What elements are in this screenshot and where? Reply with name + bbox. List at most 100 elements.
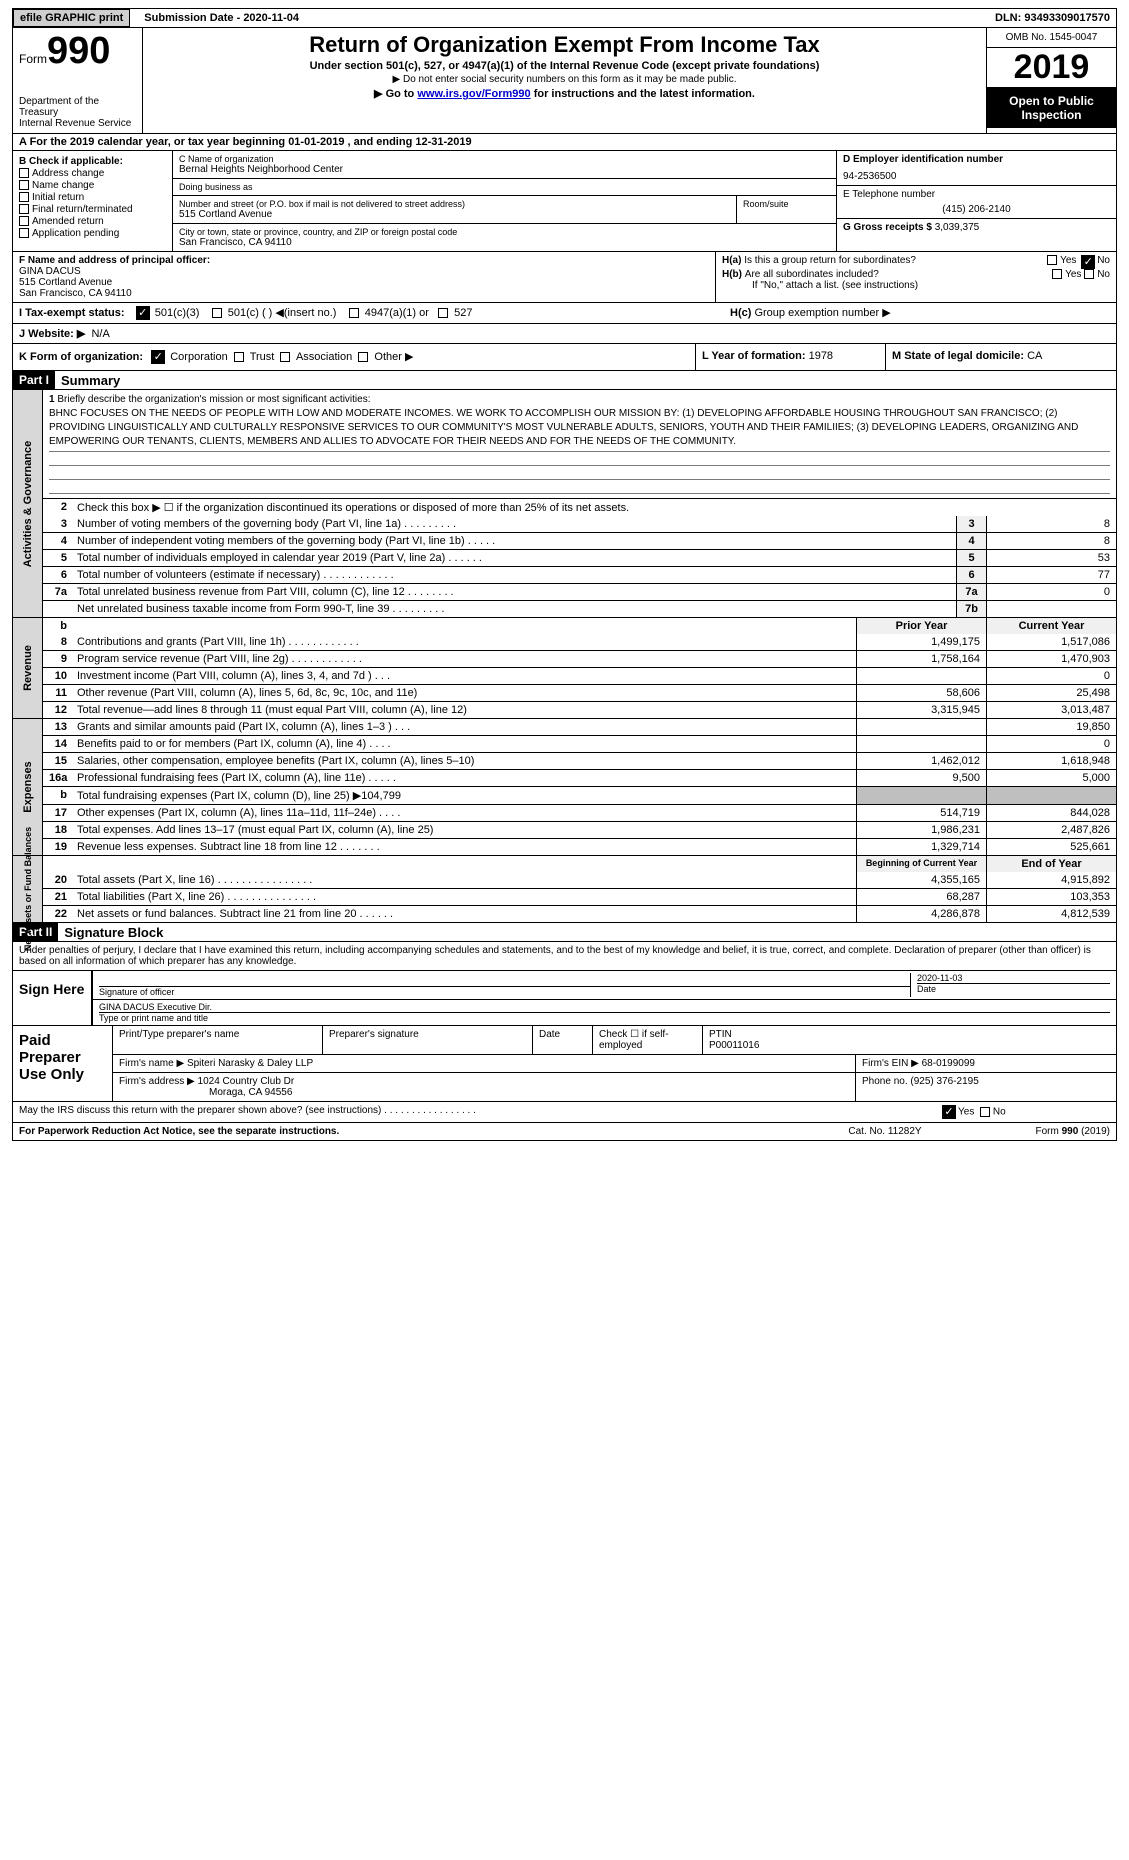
cb-corp-checked[interactable]: ✓ bbox=[151, 350, 165, 364]
top-bar: efile GRAPHIC print Submission Date - 20… bbox=[12, 8, 1117, 28]
date-label: Date bbox=[917, 984, 936, 994]
form-footer: Form 990 (2019) bbox=[960, 1126, 1110, 1137]
hc-label: Group exemption number ▶ bbox=[754, 307, 890, 319]
ha-label: Is this a group return for subordinates? bbox=[744, 255, 1047, 269]
line-2: Check this box ▶ ☐ if the organization d… bbox=[73, 499, 1116, 516]
col-d-right: D Employer identification number 94-25365… bbox=[836, 151, 1116, 251]
c-name-label: C Name of organization bbox=[179, 154, 830, 164]
rev-vlabel: Revenue bbox=[22, 645, 34, 691]
col-c-org-info: C Name of organizationBernal Heights Nei… bbox=[173, 151, 836, 251]
signature-intro: Under penalties of perjury, I declare th… bbox=[12, 942, 1117, 971]
department-label: Department of the Treasury Internal Reve… bbox=[19, 96, 136, 129]
discuss-row: May the IRS discuss this return with the… bbox=[12, 1102, 1117, 1123]
efile-print-button[interactable]: efile GRAPHIC print bbox=[13, 9, 130, 27]
self-employed-check: Check ☐ if self-employed bbox=[593, 1026, 703, 1054]
paid-preparer-block: Paid Preparer Use Only Print/Type prepar… bbox=[12, 1026, 1117, 1102]
cb-name-change[interactable] bbox=[19, 180, 29, 190]
form-header: Form990 Department of the Treasury Inter… bbox=[12, 28, 1117, 134]
b-title: B Check if applicable: bbox=[19, 156, 166, 167]
hb-no[interactable] bbox=[1084, 269, 1094, 279]
discuss-yes-checked[interactable]: ✓ bbox=[942, 1105, 956, 1119]
ha-yes[interactable] bbox=[1047, 255, 1057, 265]
goto-suffix: for instructions and the latest informat… bbox=[531, 88, 755, 100]
row-i-tax-status: I Tax-exempt status: ✓ 501(c)(3) 501(c) … bbox=[12, 303, 1117, 324]
hb-yes[interactable] bbox=[1052, 269, 1062, 279]
cb-trust[interactable] bbox=[234, 352, 244, 362]
prep-name-label: Print/Type preparer's name bbox=[113, 1026, 323, 1054]
revenue-section: Revenue bPrior YearCurrent Year 8Contrib… bbox=[12, 618, 1117, 719]
cb-final-return[interactable] bbox=[19, 204, 29, 214]
ha-no-checked[interactable]: ✓ bbox=[1081, 255, 1095, 269]
firm-phone: (925) 376-2195 bbox=[910, 1076, 978, 1087]
firm-name: Spiteri Narasky & Daley LLP bbox=[187, 1058, 313, 1069]
ein-value: 94-2536500 bbox=[843, 171, 1110, 182]
cb-amended-return[interactable] bbox=[19, 216, 29, 226]
state-domicile: CA bbox=[1027, 350, 1042, 362]
hb-note: If "No," attach a list. (see instruction… bbox=[722, 280, 1110, 291]
ptin-label: PTIN bbox=[709, 1029, 732, 1040]
activities-governance-section: Activities & Governance 1 Briefly descri… bbox=[12, 390, 1117, 618]
sign-here-label: Sign Here bbox=[13, 971, 93, 1025]
dln-number: DLN: 93493309017570 bbox=[989, 10, 1116, 26]
open-to-public: Open to Public Inspection bbox=[987, 88, 1116, 128]
website-value: N/A bbox=[91, 328, 109, 340]
identity-grid: B Check if applicable: Address change Na… bbox=[12, 151, 1117, 252]
cb-address-change[interactable] bbox=[19, 168, 29, 178]
printed-name-label: Type or print name and title bbox=[99, 1013, 208, 1023]
part-i-header: Part I Summary bbox=[12, 371, 1117, 390]
sig-date: 2020-11-03 bbox=[917, 973, 1110, 984]
discuss-question: May the IRS discuss this return with the… bbox=[19, 1105, 940, 1119]
cb-527[interactable] bbox=[438, 308, 448, 318]
form-number: 990 bbox=[47, 30, 110, 72]
org-name: Bernal Heights Neighborhood Center bbox=[179, 164, 830, 175]
firm-name-label: Firm's name ▶ bbox=[119, 1058, 184, 1069]
room-label: Room/suite bbox=[743, 199, 830, 209]
dba-label: Doing business as bbox=[179, 182, 830, 192]
city-label: City or town, state or province, country… bbox=[179, 227, 830, 237]
f-label: F Name and address of principal officer: bbox=[19, 255, 709, 266]
form-subtitle-1: Under section 501(c), 527, or 4947(a)(1)… bbox=[149, 60, 980, 72]
cb-initial-return[interactable] bbox=[19, 192, 29, 202]
cb-assoc[interactable] bbox=[280, 352, 290, 362]
phone-label: E Telephone number bbox=[843, 189, 1110, 200]
officer-name: GINA DACUS bbox=[19, 266, 709, 277]
end-year-hdr: End of Year bbox=[986, 856, 1116, 872]
phone-value: (415) 206-2140 bbox=[843, 204, 1110, 215]
part-i-label: Part I bbox=[13, 371, 55, 389]
ein-label: D Employer identification number bbox=[843, 154, 1110, 165]
ptin-value: P00011016 bbox=[709, 1040, 759, 1051]
gross-receipts-value: 3,039,375 bbox=[935, 222, 980, 233]
cb-application-pending[interactable] bbox=[19, 228, 29, 238]
expenses-section: Expenses 13Grants and similar amounts pa… bbox=[12, 719, 1117, 856]
row-f-h: F Name and address of principal officer:… bbox=[12, 252, 1117, 303]
part-ii-header: Part II Signature Block bbox=[12, 923, 1117, 942]
omb-number: OMB No. 1545-0047 bbox=[987, 28, 1116, 48]
prior-year-hdr: Prior Year bbox=[856, 618, 986, 634]
row-k-form-org: K Form of organization: ✓ Corporation Tr… bbox=[12, 344, 1117, 371]
street-address: 515 Cortland Avenue bbox=[179, 209, 730, 220]
part-i-title: Summary bbox=[55, 373, 120, 388]
part-ii-label: Part II bbox=[13, 923, 58, 941]
part-ii-title: Signature Block bbox=[58, 925, 163, 940]
cb-501c[interactable] bbox=[212, 308, 222, 318]
prep-sig-label: Preparer's signature bbox=[323, 1026, 533, 1054]
prep-date-label: Date bbox=[533, 1026, 593, 1054]
cb-4947[interactable] bbox=[349, 308, 359, 318]
current-year-hdr: Current Year bbox=[986, 618, 1116, 634]
tax-year: 2019 bbox=[987, 48, 1116, 88]
irs-link[interactable]: www.irs.gov/Form990 bbox=[417, 88, 530, 100]
net-assets-section: Net Assets or Fund Balances Beginning of… bbox=[12, 856, 1117, 923]
cb-other[interactable] bbox=[358, 352, 368, 362]
sig-officer-label: Signature of officer bbox=[99, 987, 174, 997]
hb-label: Are all subordinates included? bbox=[745, 269, 1052, 280]
firm-phone-label: Phone no. bbox=[862, 1076, 908, 1087]
discuss-no[interactable] bbox=[980, 1107, 990, 1117]
cb-501c3-checked[interactable]: ✓ bbox=[136, 306, 150, 320]
paperwork-notice: For Paperwork Reduction Act Notice, see … bbox=[19, 1126, 810, 1137]
paid-preparer-label: Paid Preparer Use Only bbox=[13, 1026, 113, 1101]
firm-ein-label: Firm's EIN ▶ bbox=[862, 1058, 919, 1069]
addr-label: Number and street (or P.O. box if mail i… bbox=[179, 199, 730, 209]
form-title: Return of Organization Exempt From Incom… bbox=[149, 32, 980, 58]
submission-date: Submission Date - 2020-11-04 bbox=[138, 10, 305, 26]
col-b-checkboxes: B Check if applicable: Address change Na… bbox=[13, 151, 173, 251]
